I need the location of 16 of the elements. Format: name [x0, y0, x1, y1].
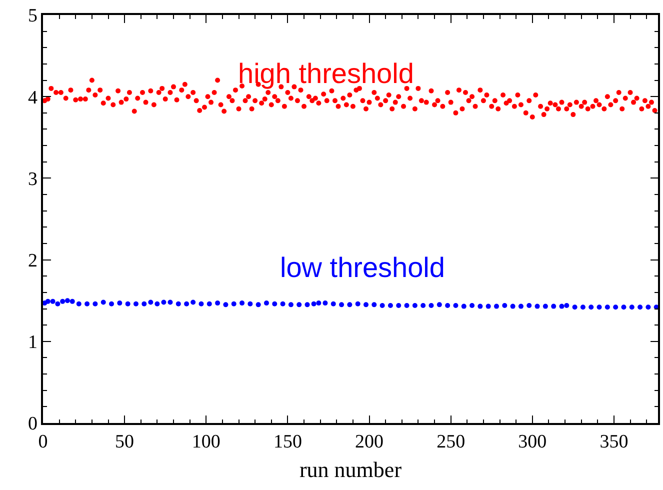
x-tick-label: 350	[600, 432, 628, 453]
x-tick-label: 300	[518, 432, 547, 453]
y-tick-label: 2	[28, 250, 38, 272]
y-tick-label: 0	[28, 414, 38, 435]
annotation: high threshold	[238, 58, 414, 89]
x-tick-label: 250	[436, 432, 466, 453]
y-tick-label: 4	[28, 87, 38, 108]
x-axis-title: run number	[299, 456, 402, 482]
y-tick-label: 5	[28, 6, 38, 27]
x-tick-label: 50	[115, 432, 134, 453]
y-tick-label: 1	[28, 332, 38, 354]
annotation: low threshold	[280, 252, 445, 283]
x-tick-label: 150	[273, 432, 302, 453]
y-tick-label: 3	[28, 168, 38, 190]
x-tick-label: 200	[355, 432, 384, 453]
x-tick-label: 100	[192, 432, 220, 453]
